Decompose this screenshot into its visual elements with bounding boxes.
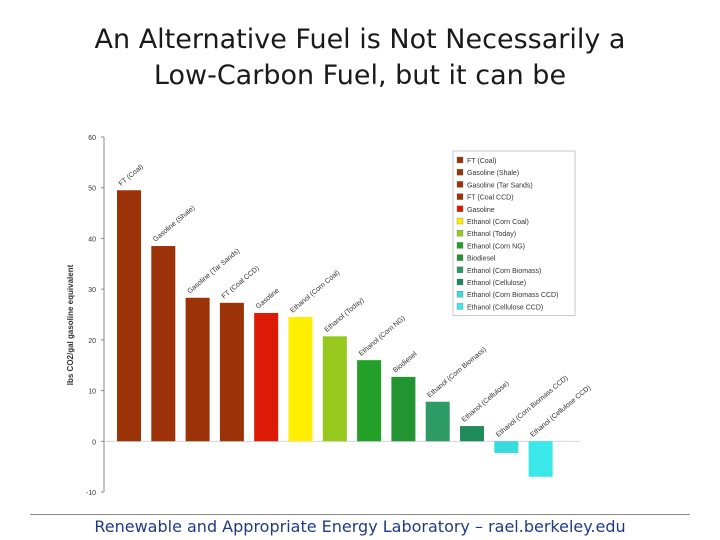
- footer-text: Renewable and Appropriate Energy Laborat…: [94, 517, 626, 536]
- legend-entry-label: FT (Coal CCD): [467, 195, 514, 202]
- slide-title: An Alternative Fuel is Not Necessarily a…: [0, 22, 720, 94]
- category-label: Ethanol (Corn NG): [358, 315, 407, 358]
- y-tick-label: 0: [92, 439, 96, 446]
- legend-swatch: [456, 303, 464, 310]
- bar: [185, 297, 210, 442]
- bar: [151, 246, 176, 442]
- bar-chart: -10 0 10 20 30 40 50 60 FT (Coal) Gasoline (Shal…: [66, 135, 592, 497]
- y-axis-label: lbs CO2/gal gasoline equivalent: [66, 264, 75, 385]
- legend: FT (Coal) Gasoline (Shale) Gasoline (Tar S…: [452, 150, 576, 317]
- category-label: FT (Coal CCD): [221, 265, 261, 300]
- legend-entry-label: Ethanol (Corn Biomass CCD): [467, 292, 558, 299]
- legend-swatch: [456, 254, 464, 261]
- legend-swatch: [456, 217, 464, 225]
- bars-group: [117, 190, 553, 477]
- legend-entry-label: Gasoline: [467, 207, 495, 214]
- category-label: Ethanol (Cellulose): [461, 380, 511, 423]
- category-label: Gasoline (Shale): [152, 205, 196, 244]
- legend-swatch: [456, 230, 464, 237]
- bar: [494, 441, 519, 453]
- legend-entry-label: Ethanol (Cellulose): [467, 280, 526, 287]
- category-label: Ethanol (Today): [324, 297, 366, 334]
- legend-swatch: [456, 278, 464, 286]
- y-tick-label: 40: [88, 236, 96, 243]
- bar: [391, 376, 416, 442]
- bar: [322, 336, 347, 442]
- legend-entry-label: Biodiesel: [467, 256, 496, 263]
- legend-entry-label: Ethanol (Cellulose CCD): [467, 304, 543, 311]
- legend-entry-label: Gasoline (Shale): [467, 170, 519, 177]
- category-label: Ethanol (Cellulose CCD): [529, 384, 592, 438]
- legend-swatch: [456, 291, 464, 298]
- category-label: Biodiesel: [392, 351, 419, 375]
- legend-entry-label: Ethanol (Today): [467, 231, 516, 238]
- bar: [357, 360, 382, 442]
- slide-title-line-2: Low-Carbon Fuel, but it can be: [153, 60, 567, 91]
- legend-entry-label: Ethanol (Corn Biomass): [467, 268, 541, 275]
- legend-entry-label: Ethanol (Corn NG): [467, 243, 525, 250]
- bar: [425, 401, 450, 442]
- category-label: Ethanol (Corn Coal): [289, 269, 341, 314]
- y-tick-label: 20: [88, 338, 96, 345]
- legend-swatch: [456, 193, 464, 200]
- legend-swatch: [456, 169, 464, 176]
- legend-swatch: [456, 242, 464, 249]
- legend-entry-label: Gasoline (Tar Sands): [467, 182, 533, 189]
- bar: [219, 302, 244, 442]
- legend-entry-label: Ethanol (Corn Coal): [467, 219, 529, 226]
- category-label: FT (Coal): [118, 163, 145, 187]
- bar: [460, 426, 484, 442]
- category-label: Ethanol (Corn Biomass): [426, 346, 487, 399]
- y-tick-label: 10: [88, 389, 96, 396]
- category-label: Gasoline: [255, 287, 281, 310]
- slide-title-line-1: An Alternative Fuel is Not Necessarily a: [94, 24, 626, 55]
- legend-swatch: [456, 205, 464, 212]
- legend-box: [452, 150, 576, 317]
- y-tick-label: 50: [88, 186, 96, 193]
- legend-swatch: [456, 266, 464, 273]
- bar: [117, 190, 141, 442]
- legend-swatch: [456, 181, 464, 188]
- bar: [288, 317, 313, 442]
- legend-swatch: [456, 156, 464, 164]
- legend-entry-label: FT (Coal): [467, 158, 496, 165]
- y-tick-label: -10: [86, 490, 96, 497]
- bar: [528, 441, 553, 477]
- footer-divider: [30, 514, 690, 515]
- y-tick-label: 60: [88, 135, 96, 142]
- bar: [254, 312, 279, 442]
- y-tick-label: 30: [88, 287, 96, 294]
